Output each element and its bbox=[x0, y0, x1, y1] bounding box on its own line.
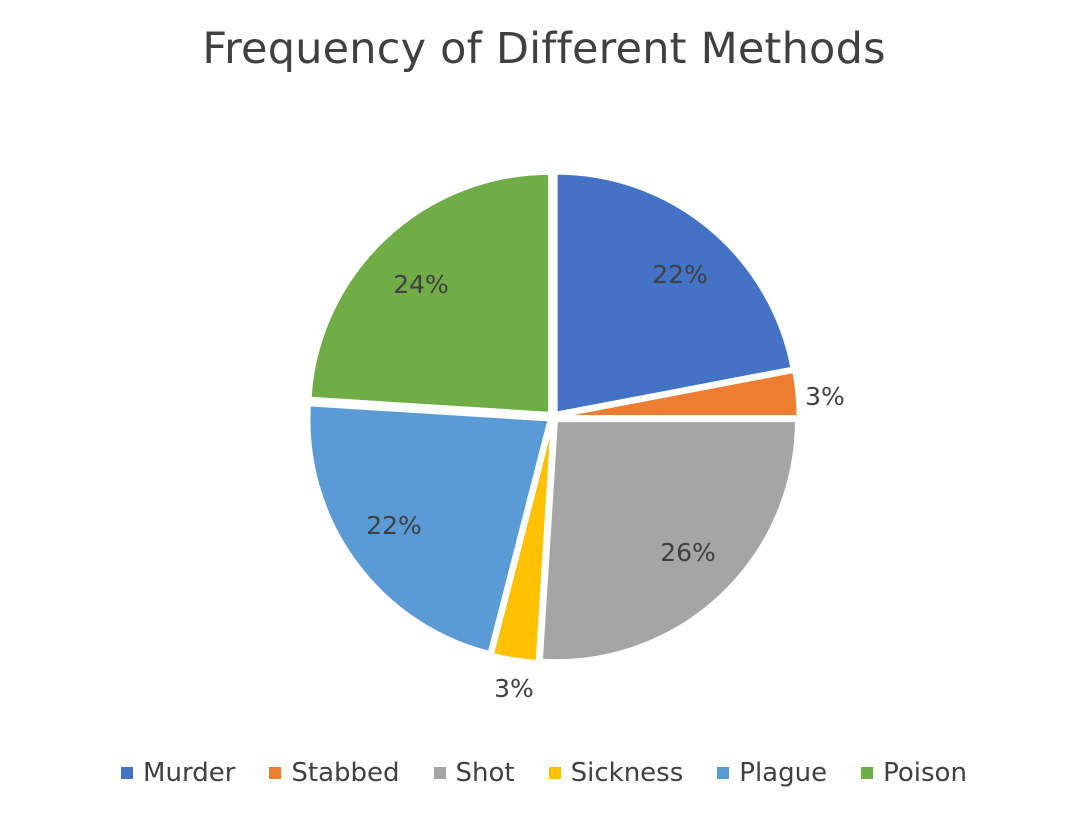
legend-item-sickness: Sickness bbox=[548, 758, 684, 788]
chart-title: Frequency of Different Methods bbox=[202, 24, 886, 74]
chart-legend: Murder Stabbed Shot Sickness Plague Poison bbox=[0, 758, 1088, 788]
legend-item-murder: Murder bbox=[121, 758, 235, 788]
legend-label: Stabbed bbox=[291, 758, 400, 788]
slice-label-plague: 22% bbox=[366, 511, 422, 540]
legend-item-plague: Plague bbox=[717, 758, 827, 788]
pie-slice-plague bbox=[307, 403, 551, 655]
pie-slice-stabbed bbox=[557, 369, 800, 419]
legend-label: Shot bbox=[455, 758, 515, 788]
legend-swatch bbox=[269, 767, 282, 779]
legend-item-poison: Poison bbox=[861, 758, 967, 788]
legend-label: Sickness bbox=[570, 758, 684, 788]
legend-swatch bbox=[548, 767, 561, 779]
legend-label: Plague bbox=[739, 758, 828, 788]
legend-swatch bbox=[121, 767, 134, 779]
slice-label-sickness: 3% bbox=[494, 674, 534, 703]
legend-item-stabbed: Stabbed bbox=[269, 758, 400, 788]
slice-label-stabbed: 3% bbox=[805, 382, 845, 411]
legend-swatch bbox=[861, 767, 874, 779]
slice-label-murder: 22% bbox=[652, 260, 708, 289]
slice-label-shot: 26% bbox=[660, 538, 716, 567]
legend-item-shot: Shot bbox=[433, 758, 515, 788]
pie-slice-poison bbox=[308, 171, 552, 415]
pie-slice-shot bbox=[539, 419, 798, 663]
legend-label: Murder bbox=[143, 758, 236, 788]
legend-swatch bbox=[433, 767, 446, 779]
pie-slice-murder bbox=[554, 171, 794, 415]
slice-label-poison: 24% bbox=[393, 270, 449, 299]
legend-label: Poison bbox=[883, 758, 967, 788]
legend-swatch bbox=[717, 767, 730, 779]
pie-slice-sickness bbox=[490, 421, 554, 664]
